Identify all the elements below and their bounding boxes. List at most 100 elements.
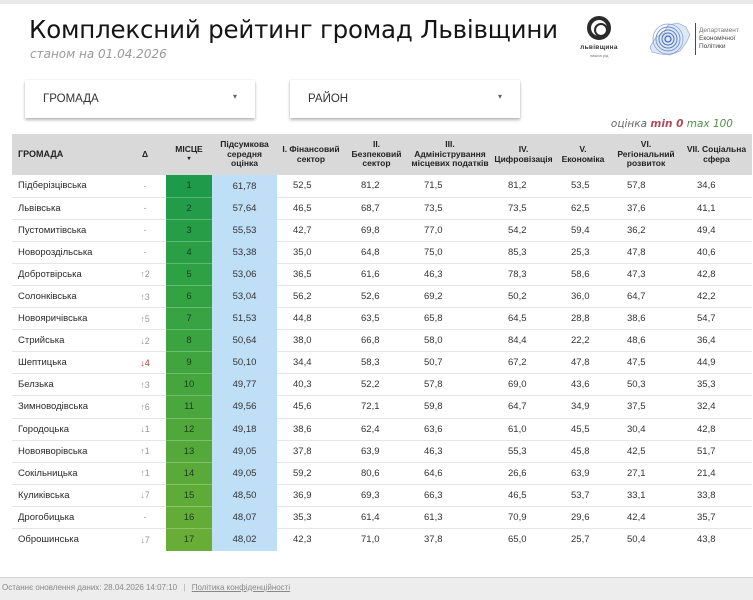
tax-admin-score: 63,6 — [408, 418, 492, 441]
digitalization-score: 46,5 — [492, 484, 555, 507]
financial-score: 52,5 — [277, 175, 345, 198]
tax-admin-score: 57,8 — [408, 373, 492, 397]
table-row[interactable]: Оброшинська ↓7 17 48,02 42,3 71,0 37,8 65,0 25,7… — [12, 528, 752, 551]
table-row[interactable]: Солонківська ↑3 6 53,04 56,2 52,6 69,2 50,2 36,0… — [12, 285, 752, 309]
financial-score: 38,0 — [277, 329, 345, 353]
financial-score: 46,5 — [277, 197, 345, 220]
final-score: 55,53 — [212, 219, 277, 242]
col-header-digitalization[interactable]: IV. Цифровізація — [492, 134, 555, 175]
digitalization-score: 78,3 — [492, 263, 555, 286]
table-row[interactable]: Стрийська ↓2 8 50,64 38,0 66,8 58,0 84,4 22,2 48,… — [12, 329, 752, 353]
footer-separator: | — [183, 583, 186, 592]
table-row[interactable]: Куликівська ↓7 15 48,50 36,9 69,3 66,3 46,5 53,7… — [12, 484, 752, 507]
table-row[interactable]: Шептицька ↓4 9 50,10 34,4 58,3 50,7 67,2 47,8 47,… — [12, 351, 752, 375]
rank-change: ↓2 — [124, 329, 166, 353]
financial-score: 36,9 — [277, 484, 345, 507]
final-score: 48,50 — [212, 484, 277, 507]
community-filter-dropdown[interactable]: ГРОМАДА ▾ — [25, 80, 255, 118]
regional-development-score: 47,3 — [611, 263, 681, 286]
financial-score: 35,0 — [277, 241, 345, 264]
table-row[interactable]: Добротвірська ↑2 5 53,06 36,5 61,6 46,3 78,3 58,… — [12, 263, 752, 286]
rank-cell: 4 — [166, 241, 212, 264]
table-row[interactable]: Підберізцівська -1 61,78 52,5 81,2 71,5 81,2 53… — [12, 175, 752, 198]
social-score: 33,8 — [681, 484, 752, 507]
page-header: Комплексний рейтинг громад Львівщини ста… — [0, 0, 753, 70]
table-row[interactable]: Новояворівська ↑1 13 49,05 37,8 63,9 46,3 55,3 4… — [12, 440, 752, 463]
economy-score: 36,0 — [555, 285, 611, 309]
regional-development-score: 33,1 — [611, 484, 681, 507]
table-row[interactable]: Львівська -2 57,64 46,5 68,7 73,5 73,5 62,5 37,6… — [12, 197, 752, 220]
col-header-delta[interactable]: Δ — [124, 134, 166, 175]
social-score: 34,6 — [681, 175, 752, 198]
table-header-row: ГРОМАДА Δ МІСЦЕ ▾ Підсумкова середня оці… — [12, 134, 752, 175]
digitalization-score: 61,0 — [492, 418, 555, 441]
economy-score: 29,6 — [555, 506, 611, 530]
social-score: 42,8 — [681, 418, 752, 441]
col-header-community[interactable]: ГРОМАДА — [12, 134, 124, 175]
social-score: 54,7 — [681, 307, 752, 331]
security-score: 81,2 — [345, 175, 408, 198]
regional-development-score: 64,7 — [611, 285, 681, 309]
table-row[interactable]: Сокільницька ↑1 14 49,05 59,2 80,6 64,6 26,6 63,… — [12, 462, 752, 485]
rank-change: ↑2 — [124, 263, 166, 286]
col-header-economy[interactable]: V. Економіка — [555, 134, 611, 175]
table-row[interactable]: Новороздільська -4 53,38 35,0 64,8 75,0 85,3 25… — [12, 241, 752, 264]
chevron-down-icon: ▾ — [232, 92, 237, 101]
table-row[interactable]: Зимноводівська ↑6 11 49,56 45,6 72,1 59,8 64,7 3… — [12, 395, 752, 419]
regional-development-score: 57,8 — [611, 175, 681, 198]
social-score: 36,4 — [681, 329, 752, 353]
final-score: 48,07 — [212, 506, 277, 529]
table-row[interactable]: Городоцька ↓1 12 49,18 38,6 62,4 63,6 61,0 45,5 3… — [12, 418, 752, 441]
table-row[interactable]: Дрогобицька -16 48,07 35,3 61,4 61,3 70,9 29,6 4… — [12, 506, 752, 530]
financial-score: 59,2 — [277, 462, 345, 485]
digitalization-score: 64,5 — [492, 307, 555, 331]
sort-arrow-icon: ▾ — [187, 155, 191, 162]
financial-score: 42,3 — [293, 534, 312, 546]
col-header-social[interactable]: VII. Соціальна сфера — [681, 134, 752, 175]
social-score: 44,9 — [681, 351, 752, 375]
rank-change: ↓7 — [124, 484, 166, 507]
financial-score: 36,5 — [277, 263, 345, 286]
tax-admin-score: 58,0 — [408, 329, 492, 353]
tax-admin-score: 77,0 — [408, 219, 492, 242]
col-header-final-score[interactable]: Підсумкова середня оцінка — [212, 134, 277, 175]
table-row[interactable]: Пустомитівська -3 55,53 42,7 69,8 77,0 54,2 59,… — [12, 219, 752, 242]
col-header-financial[interactable]: I. Фінансовий сектор — [277, 134, 345, 175]
financial-score: 34,4 — [277, 351, 345, 375]
table-row[interactable]: Белзька ↑3 10 49,77 40,3 52,2 57,8 69,0 43,6 50,3… — [12, 373, 752, 397]
rank-cell: 5 — [166, 263, 212, 286]
rating-table: ГРОМАДА Δ МІСЦЕ ▾ Підсумкова середня оці… — [12, 134, 752, 551]
legend-max: max 100 — [686, 118, 733, 130]
digitalization-score: 50,2 — [492, 285, 555, 309]
district-filter-dropdown[interactable]: РАЙОН ▾ — [290, 80, 520, 118]
regional-development-score: 47,5 — [611, 351, 681, 375]
economy-score: 45,8 — [555, 440, 611, 463]
community-name: Стрийська — [12, 329, 124, 353]
col-header-security[interactable]: II. Безпековий сектор — [345, 134, 408, 175]
col-header-rank[interactable]: МІСЦЕ ▾ — [166, 134, 212, 175]
social-score: 49,4 — [681, 219, 752, 242]
community-name: Добротвірська — [12, 263, 124, 286]
social-score: 41,1 — [681, 197, 752, 220]
final-score: 53,06 — [212, 263, 277, 286]
social-score: 32,4 — [681, 395, 752, 419]
security-score: 66,8 — [345, 329, 408, 353]
table-row[interactable]: Новояричівська ↑5 7 51,53 44,8 63,5 65,8 64,5 28… — [12, 307, 752, 331]
final-score: 49,18 — [212, 418, 277, 441]
tax-admin-score: 71,5 — [408, 175, 492, 198]
economy-score: 43,6 — [555, 373, 611, 397]
rank-change: ↑3 — [124, 285, 166, 309]
economy-score: 59,4 — [555, 219, 611, 242]
final-score: 51,53 — [212, 307, 277, 330]
security-score: 69,3 — [345, 484, 408, 507]
regional-development-score: 42,5 — [611, 440, 681, 463]
score-legend: оцінка min 0 max 100 — [611, 118, 733, 130]
economy-score: 53,7 — [555, 484, 611, 507]
privacy-policy-link[interactable]: Політика конфіденційності — [191, 583, 291, 592]
rank-change: ↑6 — [124, 395, 166, 419]
tax-admin-score: 65,8 — [408, 307, 492, 331]
col-header-regional-development[interactable]: VI. Регіональний розвиток — [611, 134, 681, 175]
col-header-tax-admin[interactable]: III. Адміністрування місцевих податків — [408, 134, 492, 175]
security-score: 63,5 — [345, 307, 408, 331]
economy-score: 22,2 — [555, 329, 611, 353]
